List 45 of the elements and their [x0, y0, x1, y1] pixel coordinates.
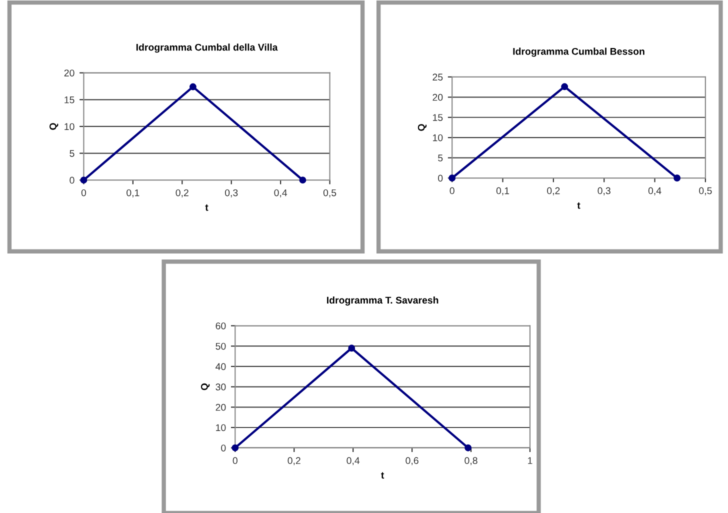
y-tick-label: 10 — [64, 123, 74, 130]
x-tick-label: 0 — [232, 457, 238, 464]
y-axis-title: Q — [418, 124, 427, 131]
x-tick-label: 0,3 — [598, 187, 610, 196]
y-tick-label: 40 — [216, 363, 226, 370]
y-tick-label: 20 — [432, 94, 443, 101]
y-tick-label: 0 — [70, 176, 74, 184]
y-tick-label: 25 — [432, 74, 443, 81]
y-tick-label: 15 — [432, 114, 443, 121]
x-tick-label: 0,6 — [406, 457, 418, 466]
y-tick-label: 10 — [432, 134, 443, 142]
x-tick-label: 0,4 — [346, 457, 360, 466]
x-axis-title: t — [205, 204, 208, 211]
y-tick-label: 60 — [216, 322, 226, 330]
chart-title: Idrogramma Cumbal Besson — [513, 48, 644, 57]
x-tick-label: 0,5 — [699, 187, 712, 196]
x-tick-label: 0,1 — [126, 189, 140, 198]
y-tick-label: 20 — [64, 70, 74, 76]
x-tick-label: 0,1 — [496, 187, 510, 196]
x-tick-label: 0,4 — [648, 187, 662, 196]
x-axis-title: t — [577, 202, 580, 209]
y-tick-label: 50 — [216, 342, 226, 350]
x-tick-label: 1 — [528, 457, 532, 464]
x-tick-label: 0,2 — [176, 189, 188, 198]
x-tick-label: 0,2 — [547, 187, 560, 196]
chart-title: Idrogramma Cumbal della Villa — [136, 44, 278, 53]
y-tick-label: 5 — [438, 154, 443, 162]
y-tick-label: 0 — [438, 174, 443, 182]
y-tick-label: 15 — [64, 96, 74, 104]
y-axis-title: Q — [50, 123, 58, 130]
y-tick-label: 20 — [216, 404, 226, 411]
x-tick-label: 0,2 — [288, 457, 300, 466]
y-tick-label: 30 — [216, 384, 226, 390]
x-tick-label: 0,8 — [464, 457, 478, 466]
x-axis-title: t — [381, 472, 384, 479]
y-tick-label: 5 — [70, 150, 74, 157]
y-tick-label: 10 — [216, 424, 226, 432]
x-tick-label: 0,5 — [323, 189, 336, 198]
y-tick-label: 0 — [221, 444, 226, 452]
y-axis-title: Q — [200, 383, 210, 390]
x-tick-label: 0,3 — [224, 189, 238, 198]
x-tick-label: 0 — [450, 187, 454, 194]
x-tick-label: 0,4 — [274, 189, 288, 198]
x-tick-label: 0 — [81, 189, 86, 196]
chart-title: Idrogramma T. Savaresh — [327, 296, 438, 306]
